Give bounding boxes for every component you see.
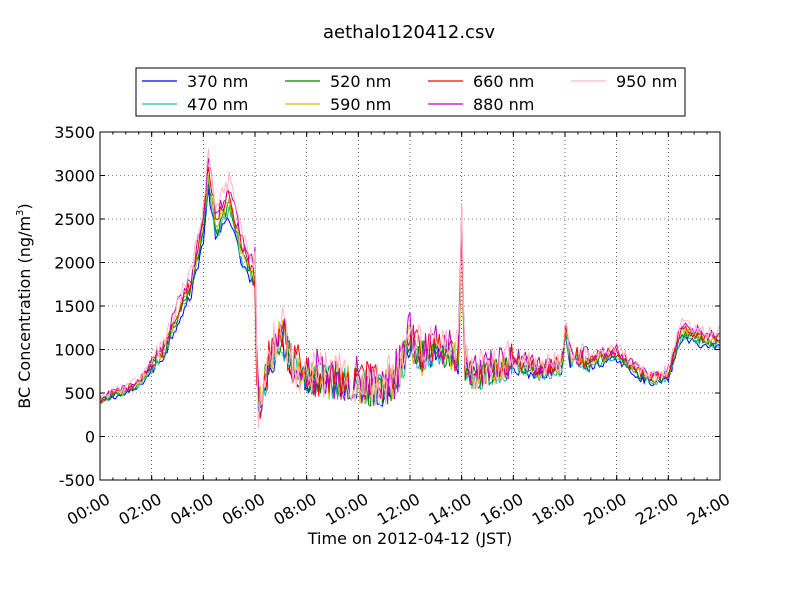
y-tick-label: 3000: [54, 167, 95, 186]
series-line-6: [99, 148, 721, 429]
y-axis-label-sup: 3: [15, 210, 26, 216]
y-axis-label: BC Concentration (ng/m3): [15, 203, 34, 408]
y-tick-label: -500: [59, 471, 95, 490]
y-axis-label-end: ): [15, 203, 34, 209]
y-tick-label: 3500: [54, 123, 95, 142]
series-line-5: [99, 157, 720, 409]
legend-label: 660 nm: [473, 72, 534, 91]
x-axis-label: Time on 2012-04-12 (JST): [307, 529, 512, 548]
y-tick-label: 1000: [54, 341, 95, 360]
y-axis-label-main: BC Concentration (ng/m: [15, 216, 34, 409]
series-line-2: [99, 183, 721, 409]
series-lines: [99, 148, 721, 429]
legend-box: [135, 67, 686, 117]
y-tick-label: 500: [64, 384, 95, 403]
y-tick-label: 2000: [54, 254, 95, 273]
chart-title: aethalo120412.csv: [323, 22, 495, 43]
legend-label: 590 nm: [330, 95, 391, 114]
legend-label: 880 nm: [473, 95, 534, 114]
y-tick-label: 1500: [54, 297, 95, 316]
legend-label: 470 nm: [187, 95, 248, 114]
series-line-0: [99, 187, 721, 417]
y-tick-label: 2500: [54, 210, 95, 229]
legend-label: 950 nm: [616, 72, 677, 91]
legend: 370 nm 470 nm 520 nm 590 nm 660 nm 880 nm 950 …: [135, 67, 686, 117]
y-tick-label: 0: [85, 428, 95, 447]
legend-label: 370 nm: [187, 72, 248, 91]
legend-label: 520 nm: [330, 72, 391, 91]
